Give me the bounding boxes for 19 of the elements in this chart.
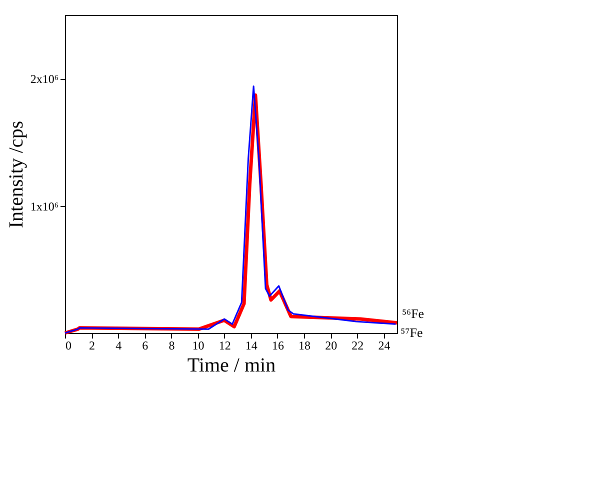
x-tick-label: 8 [168, 338, 175, 352]
x-tick-label: 16 [272, 338, 284, 352]
x-tick-label: 12 [218, 338, 231, 352]
x-tick-label: 10 [192, 338, 204, 352]
x-tick-label: 4 [116, 338, 122, 352]
y-tick-label: 1x10⁶ [30, 199, 58, 214]
x-tick-label: 6 [142, 338, 148, 352]
y-axis-title: Intensity /cps [5, 120, 28, 228]
x-tick-label: 22 [352, 338, 364, 352]
x-tick-label: 2 [89, 338, 96, 352]
x-tick-label: 18 [298, 338, 311, 352]
x-tick-label: 0 [66, 338, 72, 352]
x-tick-label: 14 [245, 338, 258, 352]
x-tick-label: 20 [325, 338, 338, 352]
series-label: ⁵⁶Fe [402, 306, 424, 321]
y-tick-label: 2x10⁶ [30, 72, 58, 86]
x-axis-title: Time / min [187, 354, 276, 376]
x-tick-label: 24 [378, 338, 390, 352]
series-label: ⁵⁷Fe [400, 325, 423, 340]
